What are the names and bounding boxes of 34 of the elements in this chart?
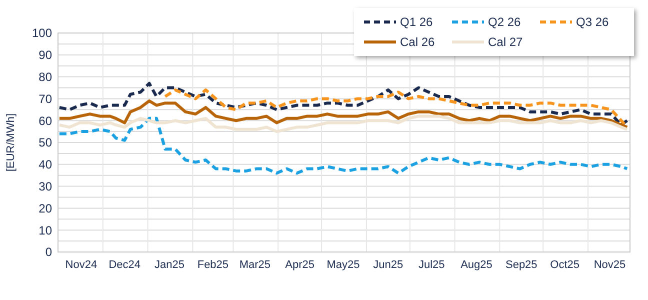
x-tick-label: Oct25 (550, 259, 580, 271)
y-tick-label: 90 (38, 48, 52, 62)
y-tick-label: 60 (38, 114, 52, 128)
legend-label: Q1 26 (400, 15, 434, 30)
y-tick-label: 50 (38, 136, 52, 150)
x-tick-label: May25 (326, 259, 360, 271)
x-tick-label: Sep25 (505, 259, 538, 271)
x-tick-label: Feb25 (197, 259, 229, 271)
x-tick-label: Jun25 (373, 259, 404, 271)
y-tick-label: 30 (38, 180, 52, 194)
x-tick-label: Jul25 (418, 259, 445, 271)
line-series (58, 82, 629, 126)
line-series (58, 116, 629, 175)
y-tick-label: 40 (38, 158, 52, 172)
y-axis-title: [EUR/MWh] (5, 113, 17, 172)
x-tick-label: Dec24 (108, 259, 141, 271)
x-tick-label: Jan25 (154, 259, 184, 271)
legend-label: Q2 26 (488, 15, 522, 30)
legend-label: Cal 27 (488, 35, 524, 50)
x-tick-label: Nov25 (594, 259, 626, 271)
line-series (58, 99, 629, 129)
legend-label: Q3 26 (576, 15, 610, 30)
y-tick-label: 100 (32, 26, 52, 40)
x-tick-label: Nov24 (65, 259, 98, 271)
x-tick-label: Apr25 (285, 259, 315, 271)
y-tick-label: 10 (38, 223, 52, 238)
y-tick-label: 0 (45, 245, 52, 260)
x-tick-label: Mar25 (239, 259, 271, 271)
y-tick-label: 70 (38, 92, 52, 106)
y-tick-label: 80 (38, 70, 52, 84)
y-tick-label: 20 (38, 201, 52, 216)
line-series (58, 114, 629, 134)
legend-label: Cal 26 (400, 35, 436, 50)
x-tick-label: Aug25 (460, 259, 492, 271)
